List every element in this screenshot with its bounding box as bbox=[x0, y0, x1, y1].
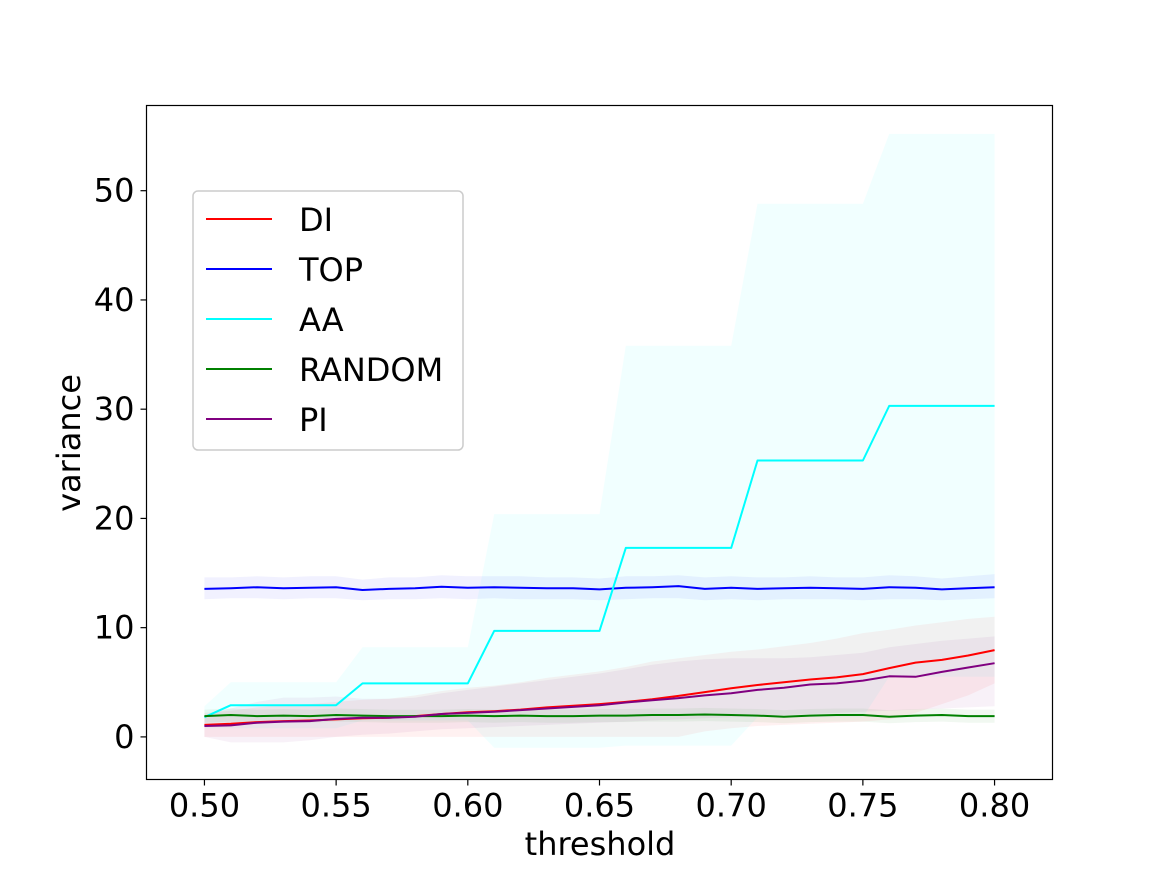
random-line bbox=[204, 713, 995, 718]
x-tick-label: 0.80 bbox=[959, 787, 1030, 825]
aa-band bbox=[204, 133, 995, 748]
y-tick-label: 0 bbox=[114, 718, 134, 756]
pi-line bbox=[204, 662, 995, 727]
legend-aa-label: AA bbox=[299, 301, 344, 339]
x-tick-label: 0.70 bbox=[696, 787, 767, 825]
x-tick-label: 0.50 bbox=[169, 787, 240, 825]
x-tick-label: 0.60 bbox=[432, 787, 503, 825]
top-line bbox=[204, 585, 995, 591]
aa-line bbox=[203, 404, 995, 719]
y-tick-label: 20 bbox=[94, 499, 135, 537]
x-axis-label: threshold bbox=[525, 825, 676, 863]
confidence-bands bbox=[204, 133, 995, 748]
y-tick-label: 30 bbox=[94, 390, 135, 428]
x-tick-label: 0.75 bbox=[827, 787, 898, 825]
y-tick-label: 40 bbox=[94, 281, 135, 319]
legend-box bbox=[192, 190, 464, 451]
legend: DI TOP AA RANDOM PI bbox=[192, 190, 464, 451]
x-axis-ticks: 0.50 0.55 0.60 0.65 0.70 0.75 0.80 bbox=[169, 779, 1030, 825]
y-axis-ticks: 0 10 20 30 40 50 bbox=[94, 172, 147, 756]
series-lines bbox=[203, 404, 995, 727]
y-axis-label: variance bbox=[50, 374, 88, 512]
y-tick-label: 50 bbox=[94, 172, 135, 210]
legend-pi-label: PI bbox=[299, 401, 328, 439]
x-tick-label: 0.55 bbox=[301, 787, 372, 825]
legend-di-label: DI bbox=[299, 201, 333, 239]
x-tick-label: 0.65 bbox=[564, 787, 635, 825]
legend-top-label: TOP bbox=[298, 251, 363, 289]
di-band bbox=[204, 616, 995, 737]
top-band bbox=[204, 574, 995, 601]
legend-random-label: RANDOM bbox=[299, 351, 443, 389]
y-tick-label: 10 bbox=[94, 609, 135, 647]
